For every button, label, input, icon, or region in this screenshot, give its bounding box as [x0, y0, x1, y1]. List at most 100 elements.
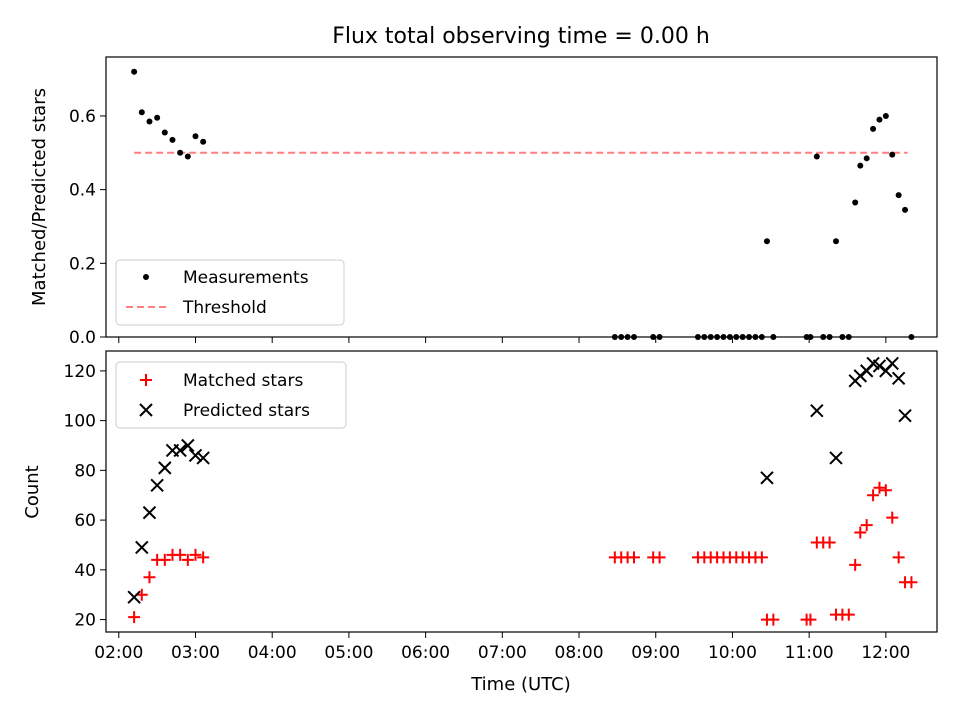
measurement-point — [833, 238, 840, 245]
matched-star-point — [892, 551, 905, 564]
bottom-x-tick-label: 07:00 — [478, 643, 527, 663]
matched-star-point — [128, 611, 141, 624]
matched-star-point — [905, 576, 918, 589]
bottom-x-tick-label: 08:00 — [555, 643, 604, 663]
bottom-y-tick-label: 80 — [74, 461, 96, 481]
predicted-star-point — [188, 448, 203, 463]
matched-star-point — [653, 551, 666, 564]
matched-star-point — [842, 608, 855, 621]
predicted-star-point — [853, 369, 867, 383]
matched-star-point — [174, 548, 187, 561]
bottom-x-tick-label: 10:00 — [708, 643, 757, 663]
top-legend-box — [115, 259, 345, 326]
top-y-tick-label: 0.4 — [69, 181, 96, 201]
bottom-x-tick-label: 11:00 — [785, 643, 834, 663]
measurement-point — [857, 162, 864, 169]
matched-star-point — [849, 558, 862, 571]
top-y-tick-label: 0.0 — [69, 328, 96, 348]
matched-star-point — [823, 536, 836, 549]
measurement-point — [813, 153, 820, 160]
bottom-x-tick-label: 09:00 — [631, 643, 680, 663]
measurement-point — [200, 138, 207, 145]
measurement-point — [177, 149, 184, 156]
top-y-tick-label: 0.2 — [69, 254, 96, 274]
predicted-star-point — [898, 408, 912, 423]
legend-predicted-label: Predicted stars — [183, 401, 310, 421]
bottom-axes-frame — [105, 350, 938, 633]
predicted-star-point — [885, 356, 899, 371]
measurement-point — [870, 125, 877, 132]
predicted-star-point — [829, 451, 843, 465]
matched-star-point — [804, 613, 817, 626]
bottom-x-axis-label: Time (UTC) — [470, 674, 571, 695]
predicted-star-point — [150, 478, 164, 492]
predicted-star-point — [142, 505, 157, 520]
bottom-y-tick-label: 60 — [74, 511, 96, 531]
top-y-tick-label: 0.6 — [69, 107, 96, 127]
predicted-star-point — [158, 461, 172, 475]
bottom-y-axis: 20 40 60 80 100 120 — [64, 362, 106, 631]
measurement-point — [876, 116, 883, 123]
matched-star-point — [158, 553, 171, 566]
measurement-point — [889, 151, 896, 158]
matched-star-point — [197, 551, 210, 564]
matched-star-point — [854, 526, 867, 539]
top-y-axis: 0.0 0.2 0.4 0.6 — [69, 107, 106, 348]
predicted-star-point — [127, 590, 141, 604]
top-axes-frame — [105, 56, 938, 338]
legend-measurement-label: Measurements — [183, 268, 309, 288]
bottom-x-tick-label: 05:00 — [324, 643, 373, 663]
bottom-x-tick-label: 02:00 — [94, 643, 143, 663]
bottom-x-tick-label: 12:00 — [861, 643, 910, 663]
bottom-y-tick-label: 20 — [74, 611, 96, 631]
legend-measurement-marker — [143, 274, 149, 280]
measurement-point — [863, 155, 870, 162]
bottom-legend: Matched stars Predicted stars — [115, 361, 347, 429]
predicted-star-point — [872, 359, 887, 373]
measurement-point — [154, 114, 161, 121]
bottom-plot-area — [127, 356, 918, 626]
predicted-star-point — [891, 371, 906, 386]
top-plot-area — [131, 68, 915, 340]
measurement-point — [184, 153, 191, 160]
matched-star-point — [867, 489, 880, 502]
measurement-point — [895, 192, 902, 199]
measurement-point — [852, 199, 859, 206]
predicted-star-point — [760, 471, 774, 485]
measurement-point — [138, 109, 145, 116]
top-panel: 0.0 0.2 0.4 0.6 Matched/Predicted stars Mea… — [29, 56, 938, 348]
bottom-x-tick-label: 06:00 — [401, 643, 450, 663]
measurement-point — [763, 238, 770, 245]
matched-star-point — [879, 484, 892, 497]
measurement-point — [169, 136, 176, 143]
predicted-star-point — [135, 540, 149, 555]
bottom-legend-box — [115, 361, 347, 429]
matched-star-point — [767, 613, 780, 626]
measurement-point — [192, 133, 199, 140]
matched-star-point — [873, 481, 886, 494]
bottom-y-tick-label: 120 — [64, 362, 96, 382]
legend-matched-label: Matched stars — [183, 371, 303, 391]
matched-star-point — [886, 511, 899, 524]
matched-star-point — [189, 548, 202, 561]
matched-star-point — [755, 551, 768, 564]
measurement-point — [146, 118, 153, 125]
measurement-point — [161, 129, 168, 136]
predicted-star-point — [196, 451, 210, 465]
bottom-y-axis-label: Count — [22, 465, 43, 518]
legend-predicted-marker — [139, 403, 153, 417]
bottom-x-tick-label: 04:00 — [248, 643, 297, 663]
bottom-y-tick-label: 100 — [64, 412, 96, 432]
bottom-panel: 20 40 60 80 100 120 02:00 03:00 04:00 05:00 06:00… — [22, 350, 938, 695]
measurement-point — [882, 112, 889, 119]
chart-title: Flux total observing time = 0.00 h — [332, 24, 710, 49]
predicted-star-point — [181, 438, 195, 453]
bottom-x-axis: 02:00 03:00 04:00 05:00 06:00 07:00 08:00 09:00… — [94, 632, 910, 663]
measurement-point — [902, 206, 909, 213]
matched-star-point — [181, 553, 194, 566]
predicted-star-point — [173, 443, 187, 458]
legend-matched-marker — [140, 374, 152, 386]
top-legend: Measurements Threshold — [115, 259, 345, 326]
matched-star-point — [143, 571, 156, 584]
